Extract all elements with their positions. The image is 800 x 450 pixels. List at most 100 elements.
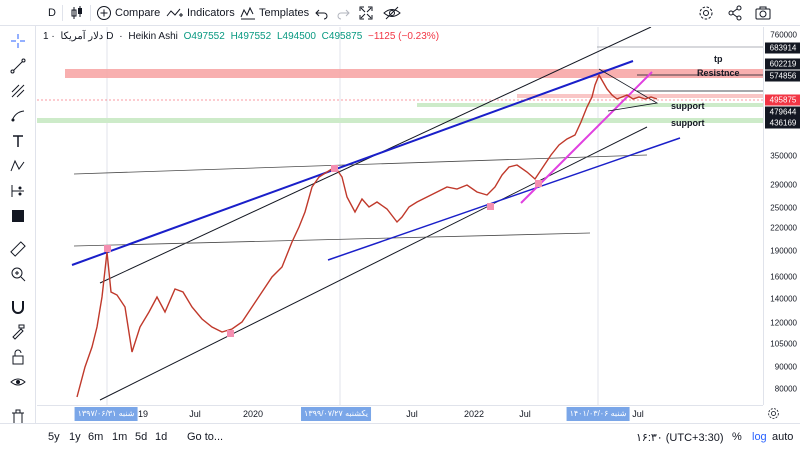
- price-badge: 436169: [765, 117, 800, 129]
- range-1y[interactable]: 1y: [69, 431, 81, 443]
- time-tick: 2020: [242, 409, 264, 419]
- drawing-toolbar: [0, 26, 36, 450]
- price-series: [76, 73, 658, 398]
- templates-icon: [240, 6, 255, 20]
- text-tool[interactable]: [7, 130, 29, 152]
- trendline-tool[interactable]: [7, 55, 29, 77]
- stay-drawing-tool[interactable]: [7, 321, 29, 343]
- price-tick: 105000: [770, 339, 797, 349]
- range-6m[interactable]: 6m: [88, 431, 104, 443]
- support-label-2: support: [671, 118, 705, 128]
- indicators-icon: [166, 8, 183, 17]
- auto-toggle[interactable]: auto: [772, 431, 794, 443]
- price-tick: 160000: [770, 272, 797, 282]
- pivot-marker: [104, 245, 111, 252]
- support-zone-2: [37, 118, 763, 123]
- measure-tool[interactable]: [7, 238, 29, 260]
- time-tick: 19: [137, 409, 149, 419]
- eye-icon: [10, 378, 26, 386]
- chart-pane[interactable]: tp Resistnce support support: [37, 27, 763, 405]
- snapshot-button[interactable]: [755, 3, 771, 23]
- price-tick: 80000: [774, 384, 797, 394]
- percent-toggle[interactable]: %: [732, 431, 742, 443]
- symbol-button-label: D: [48, 7, 56, 19]
- templates-label: Templates: [259, 7, 310, 19]
- goto-button[interactable]: Go to...: [187, 431, 224, 443]
- price-tick: 350000: [770, 151, 797, 161]
- ruler-icon: [10, 241, 26, 257]
- price-badge: 574856: [765, 70, 800, 82]
- indicators-button[interactable]: Indicators: [166, 3, 235, 23]
- remove-drawings-tool[interactable]: [7, 406, 29, 428]
- scale-settings-button[interactable]: [767, 407, 780, 423]
- zoom-tool[interactable]: [7, 263, 29, 285]
- pivot-marker: [535, 180, 542, 187]
- range-5y[interactable]: 5y: [48, 431, 60, 443]
- price-tick: 250000: [770, 203, 797, 213]
- legend-low: L494500: [276, 31, 316, 42]
- shapes-tool[interactable]: [7, 205, 29, 227]
- price-tick: 140000: [770, 294, 797, 304]
- price-scale[interactable]: 760000 350000 290000 250000 220000 19000…: [763, 27, 800, 405]
- rectangle-icon: [12, 210, 24, 222]
- templates-button[interactable]: Templates: [240, 3, 309, 23]
- gear-icon: [768, 408, 779, 419]
- pattern-icon: [10, 159, 25, 172]
- compare-label: Compare: [115, 7, 161, 19]
- crosshair-tool[interactable]: [7, 30, 29, 52]
- legend-change: −1125 (−0.23%): [368, 31, 440, 42]
- chart-canvas[interactable]: [37, 27, 763, 405]
- legend-open: O497552: [183, 31, 225, 42]
- share-icon: [728, 5, 742, 21]
- bottom-toolbar: 5y 1y 6m 1m 5d 1d Go to... ۱۶:۳۰ (UTC+3:…: [0, 423, 800, 450]
- undo-button[interactable]: [315, 3, 329, 23]
- pitchfork-tool[interactable]: [7, 80, 29, 102]
- range-1d[interactable]: 1d: [155, 431, 168, 443]
- trash-icon: [12, 409, 24, 425]
- pivot-marker: [331, 165, 338, 172]
- timezone-clock[interactable]: ۱۶:۳۰ (UTC+3:30): [636, 432, 724, 444]
- time-scale[interactable]: 19 Jul 2020 Jul 2022 Jul Jul شنبه ۱۳۹۷/۰…: [37, 405, 763, 423]
- fullscreen-button[interactable]: [358, 3, 374, 23]
- compare-button[interactable]: Compare: [96, 3, 160, 23]
- price-badge: 479644: [765, 106, 800, 118]
- date-badge: یکشنبه ۱۳۹۹/۰۷/۲۷: [301, 407, 371, 421]
- redo-button[interactable]: [336, 3, 350, 23]
- date-badge: شنبه ۱۳۹۷/۰۶/۳۱: [74, 407, 138, 421]
- symbol-button[interactable]: D: [48, 3, 56, 23]
- pattern-tool[interactable]: [7, 155, 29, 177]
- settings-button[interactable]: [698, 3, 714, 23]
- price-badge: 683914: [765, 42, 800, 54]
- price-tick: 190000: [770, 246, 797, 256]
- redo-icon: [337, 9, 350, 20]
- pivot-marker: [227, 330, 234, 337]
- brush-tool[interactable]: [7, 105, 29, 127]
- fullscreen-icon: [359, 6, 373, 20]
- forecast-tool[interactable]: [7, 180, 29, 202]
- price-tick: 220000: [770, 223, 797, 233]
- share-button[interactable]: [727, 3, 743, 23]
- price-tick: 760000: [770, 30, 797, 40]
- eye-off-icon: [383, 6, 401, 20]
- support-label-1: support: [671, 101, 705, 111]
- trendline-icon: [10, 58, 26, 74]
- gear-icon: [699, 6, 713, 20]
- visibility-tool[interactable]: [7, 371, 29, 393]
- time-tick: Jul: [632, 409, 644, 419]
- magnet-icon: [12, 301, 24, 314]
- price-badge: 602219: [765, 58, 800, 70]
- magnet-tool[interactable]: [7, 296, 29, 318]
- interval-candles-icon[interactable]: [70, 3, 84, 23]
- log-toggle[interactable]: log: [752, 431, 767, 443]
- chart-legend: دلار آمریکا · 1D · Heikin Ashi O497552 H…: [43, 31, 440, 42]
- pitchfork-icon: [11, 84, 25, 98]
- legend-symbol[interactable]: دلار آمریکا: [60, 31, 104, 42]
- hide-button[interactable]: [383, 3, 401, 23]
- price-tick: 120000: [770, 318, 797, 328]
- date-badge: شنبه ۱۴۰۱/۰۳/۰۶: [566, 407, 630, 421]
- range-1m[interactable]: 1m: [112, 431, 128, 443]
- lock-tool[interactable]: [7, 346, 29, 368]
- plus-circle-icon: [97, 6, 111, 20]
- camera-icon: [755, 6, 771, 20]
- range-5d[interactable]: 5d: [135, 431, 148, 443]
